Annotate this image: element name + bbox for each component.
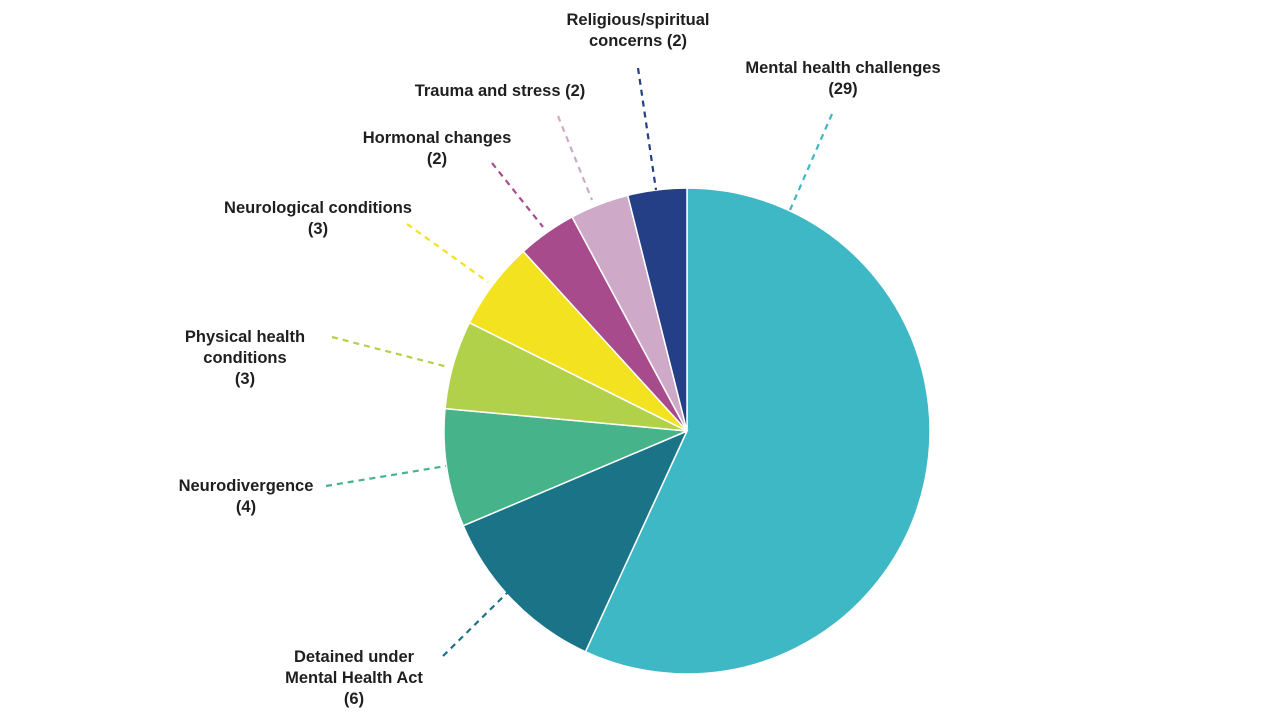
leader-line-neurodivergence <box>325 464 447 488</box>
pie-slices <box>443 187 931 675</box>
slice-labels: Mental health challenges (29) Detained und… <box>179 11 941 708</box>
slice-label-religious-spiritual-concerns: Religious/spiritual concerns (2) <box>566 11 709 50</box>
slice-label-line: concerns (2) <box>589 32 687 50</box>
slice-detained-under-mental-health-act <box>462 429 689 653</box>
slice-label-line: (4) <box>236 498 256 516</box>
slice-label-line: conditions <box>203 349 286 367</box>
slice-label-line: (3) <box>308 220 328 238</box>
slice-religious-spiritual-concerns <box>626 187 688 432</box>
slice-label-line: Hormonal changes <box>363 129 512 147</box>
slice-label-line: Trauma and stress (2) <box>415 82 586 100</box>
leader-lines <box>325 67 834 657</box>
slice-label-line: Religious/spiritual <box>566 11 709 29</box>
leader-line-mental-health-challenges <box>788 113 834 211</box>
slice-label-physical-health-conditions: Physical health conditions (3) <box>185 328 305 388</box>
slice-label-line: (29) <box>828 80 857 98</box>
leader-line-religious-spiritual-concerns <box>636 67 658 191</box>
leader-line-hormonal-changes <box>491 162 544 228</box>
slice-label-hormonal-changes: Hormonal changes (2) <box>363 129 512 168</box>
slice-label-line: Mental Health Act <box>285 669 423 687</box>
slice-mental-health-challenges <box>584 187 931 675</box>
slice-label-trauma-and-stress: Trauma and stress (2) <box>415 82 586 100</box>
slice-neurodivergence <box>443 407 688 527</box>
leader-line-neurological-conditions <box>406 223 489 283</box>
slice-label-line: Mental health challenges <box>745 59 940 77</box>
slice-label-line: (2) <box>427 150 447 168</box>
leader-line-detained-under-mental-health-act <box>442 591 509 657</box>
slice-label-detained-under-mental-health-act: Detained under Mental Health Act (6) <box>285 648 423 708</box>
slice-label-neurodivergence: Neurodivergence (4) <box>179 477 314 516</box>
slice-label-neurological-conditions: Neurological conditions (3) <box>224 199 412 238</box>
slice-label-line: (6) <box>344 690 364 708</box>
slice-label-line: Detained under <box>294 648 415 666</box>
slice-label-line: Physical health <box>185 328 305 346</box>
slice-label-mental-health-challenges: Mental health challenges (29) <box>745 59 940 98</box>
leader-line-physical-health-conditions <box>331 335 449 369</box>
slice-label-line: Neurological conditions <box>224 199 412 217</box>
slice-label-line: (3) <box>235 370 255 388</box>
slice-label-line: Neurodivergence <box>179 477 314 495</box>
leader-line-trauma-and-stress <box>556 115 594 201</box>
